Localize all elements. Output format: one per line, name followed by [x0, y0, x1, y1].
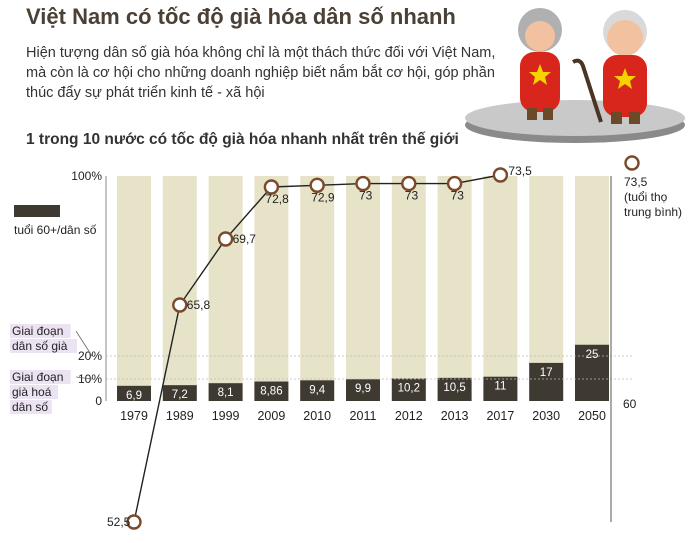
- x-tick-label: 2050: [578, 409, 606, 423]
- legend-line-value: 73,5: [624, 175, 648, 189]
- chart-subtitle: 1 trong 10 nước có tốc độ già hóa nhanh …: [26, 131, 459, 148]
- stage-connector: [75, 376, 93, 380]
- bar-background: [300, 176, 335, 401]
- legend-bar-label: tuổi 60+/dân số: [14, 223, 97, 237]
- bar-background: [117, 176, 151, 401]
- life-expectancy-point: [217, 231, 234, 247]
- y-tick-label: 20%: [78, 349, 102, 363]
- stage-label-bg: [10, 339, 77, 353]
- bar-background: [437, 176, 472, 401]
- life-expectancy-point: [446, 175, 463, 192]
- grandmother-icon: [518, 8, 562, 120]
- stage-label: dân số già: [12, 339, 68, 353]
- description: Hiện tượng dân số già hóa không chỉ là m…: [26, 45, 496, 101]
- bar-value-label: 9,9: [355, 383, 371, 395]
- life-expectancy-point: [126, 514, 142, 530]
- x-tick-label: 1989: [166, 409, 194, 423]
- stage-label: già hoá: [12, 385, 52, 399]
- right-tick-label: 60: [623, 397, 637, 411]
- life-expectancy-label: 72,8: [265, 192, 289, 206]
- bar-value-label: 25: [586, 349, 599, 361]
- life-expectancy-point: [172, 297, 188, 313]
- bar-value-label: 6,9: [126, 390, 142, 402]
- bar-background: [346, 176, 380, 401]
- y-tick-label: 0: [95, 394, 102, 408]
- legend-line-label: trung bình): [624, 205, 682, 219]
- bar-2011: [346, 379, 380, 401]
- x-tick-label: 1979: [120, 409, 148, 423]
- bar-2030: [529, 362, 564, 401]
- bar-background: [208, 176, 243, 401]
- x-tick-label: 2017: [486, 409, 514, 423]
- life-expectancy-label: 73: [359, 189, 373, 203]
- life-expectancy-point: [263, 179, 280, 195]
- legend-line-label: (tuổi thọ: [624, 190, 668, 204]
- stage-label: Giai đoạn: [12, 324, 63, 338]
- grandfather-icon: [603, 10, 647, 124]
- bar-value-label: 11: [494, 381, 506, 393]
- bar-1999: [208, 383, 243, 401]
- bar-2050: [575, 344, 609, 401]
- bar-2010: [300, 380, 335, 401]
- page-title: Việt Nam có tốc độ già hóa dân số nhanh: [26, 4, 456, 29]
- life-expectancy-label: 73: [451, 189, 465, 203]
- stage-label-bg: [10, 400, 52, 414]
- stage-connector: [75, 330, 93, 357]
- x-tick-label: 2009: [257, 409, 285, 423]
- life-expectancy-label: 65,8: [187, 298, 211, 312]
- elderly-couple-illustration: [465, 8, 685, 143]
- x-tick-label: 2013: [441, 409, 469, 423]
- x-tick-label: 2012: [395, 409, 423, 423]
- legend-line-marker: [624, 155, 640, 171]
- life-expectancy-label: 73: [405, 189, 419, 203]
- life-expectancy-point: [401, 175, 417, 192]
- bar-value-label: 10,5: [443, 382, 465, 394]
- bar-value-label: 7,2: [172, 389, 188, 401]
- x-tick-label: 2011: [350, 409, 377, 423]
- bar-value-label: 9,4: [309, 384, 326, 396]
- stage-label-bg: [10, 385, 59, 399]
- life-expectancy-label: 52,5: [107, 515, 131, 529]
- stage-label: Giai đoạn: [12, 370, 63, 384]
- y-tick-label: 100%: [71, 169, 102, 183]
- life-expectancy-point: [492, 167, 509, 183]
- bar-2009: [254, 381, 289, 401]
- bar-2012: [391, 378, 426, 401]
- bar-1979: [117, 385, 151, 401]
- stage-label-bg: [10, 370, 71, 384]
- life-expectancy-label: 73,5: [508, 164, 532, 178]
- cane-icon: [572, 58, 603, 123]
- bar-background: [254, 176, 289, 401]
- x-tick-label: 2030: [532, 409, 560, 423]
- bar-2013: [437, 377, 472, 401]
- life-expectancy-label: 72,9: [311, 190, 335, 204]
- life-expectancy-point: [355, 175, 371, 192]
- x-tick-label: 1999: [212, 409, 240, 423]
- bar-value-label: 8,86: [260, 386, 282, 398]
- bar-1989: [162, 385, 197, 401]
- bar-value-label: 17: [540, 367, 553, 379]
- bar-value-label: 8,1: [218, 387, 234, 399]
- stage-label: dân số: [12, 400, 48, 414]
- bar-background: [483, 176, 518, 401]
- stage-label-bg: [10, 324, 71, 338]
- x-tick-label: 2010: [303, 409, 331, 423]
- legend-bar-swatch: [14, 205, 60, 217]
- life-expectancy-point: [309, 177, 325, 193]
- bar-value-label: 10,2: [398, 383, 420, 395]
- life-expectancy-label: 69,7: [233, 232, 257, 246]
- bar-background: [391, 176, 426, 401]
- bar-2017: [483, 376, 518, 401]
